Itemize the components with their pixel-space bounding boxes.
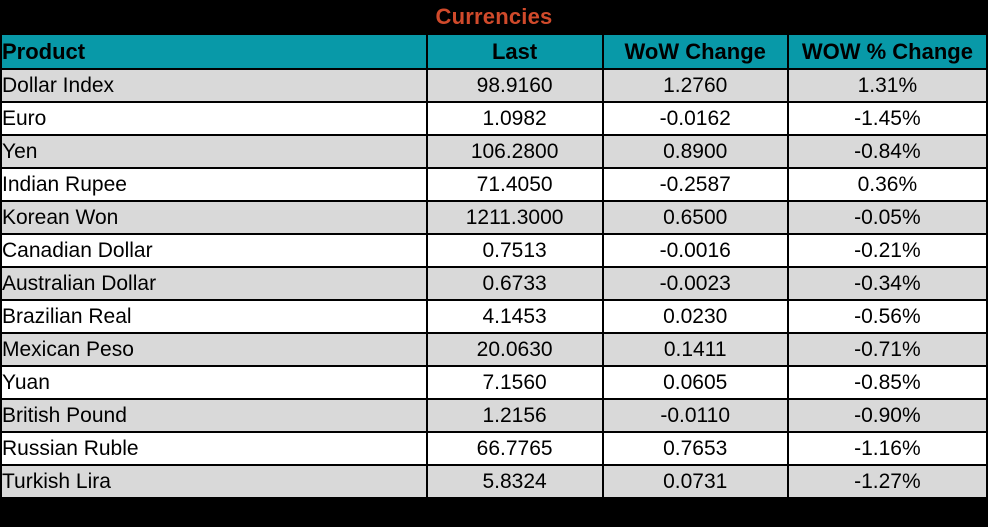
page-title: Currencies xyxy=(435,3,553,29)
cell-last[interactable]: 71.4050 xyxy=(425,167,604,202)
cell-last[interactable]: 0.6733 xyxy=(425,266,604,301)
cell-wow-pct-change[interactable]: -0.71% xyxy=(786,332,988,367)
cell-product[interactable]: Yen xyxy=(0,134,428,169)
cell-last[interactable]: 5.8324 xyxy=(425,464,604,499)
cell-wow-pct-change[interactable]: -1.45% xyxy=(786,101,988,136)
currencies-table: Product Last WoW Change WOW % Change Dol… xyxy=(0,33,988,499)
cell-product[interactable]: Indian Rupee xyxy=(0,167,428,202)
cell-wow-pct-change[interactable]: -1.16% xyxy=(786,431,988,466)
cell-wow-pct-change[interactable]: -0.05% xyxy=(786,200,988,235)
title-bar: Currencies xyxy=(0,0,988,33)
table-row: Russian Ruble 66.7765 0.7653 -1.16% xyxy=(0,431,988,466)
cell-product[interactable]: Brazilian Real xyxy=(0,299,428,334)
cell-product[interactable]: Turkish Lira xyxy=(0,464,428,499)
cell-product[interactable]: Canadian Dollar xyxy=(0,233,428,268)
cell-wow-change[interactable]: -0.0016 xyxy=(601,233,789,268)
column-header-last[interactable]: Last xyxy=(425,33,604,70)
cell-wow-change[interactable]: -0.2587 xyxy=(601,167,789,202)
cell-wow-change[interactable]: 0.0230 xyxy=(601,299,789,334)
table-row: Australian Dollar 0.6733 -0.0023 -0.34% xyxy=(0,266,988,301)
cell-wow-pct-change[interactable]: -0.56% xyxy=(786,299,988,334)
table-row: Yuan 7.1560 0.0605 -0.85% xyxy=(0,365,988,400)
cell-last[interactable]: 20.0630 xyxy=(425,332,604,367)
table-row: Turkish Lira 5.8324 0.0731 -1.27% xyxy=(0,464,988,499)
cell-last[interactable]: 1.0982 xyxy=(425,101,604,136)
cell-last[interactable]: 0.7513 xyxy=(425,233,604,268)
cell-product[interactable]: British Pound xyxy=(0,398,428,433)
cell-wow-change[interactable]: -0.0023 xyxy=(601,266,789,301)
table-row: Indian Rupee 71.4050 -0.2587 0.36% xyxy=(0,167,988,202)
table-row: Canadian Dollar 0.7513 -0.0016 -0.21% xyxy=(0,233,988,268)
cell-product[interactable]: Yuan xyxy=(0,365,428,400)
cell-wow-change[interactable]: 0.8900 xyxy=(601,134,789,169)
table-row: Brazilian Real 4.1453 0.0230 -0.56% xyxy=(0,299,988,334)
cell-wow-pct-change[interactable]: 1.31% xyxy=(786,68,988,103)
cell-wow-change[interactable]: 0.6500 xyxy=(601,200,789,235)
cell-product[interactable]: Euro xyxy=(0,101,428,136)
cell-product[interactable]: Russian Ruble xyxy=(0,431,428,466)
cell-last[interactable]: 106.2800 xyxy=(425,134,604,169)
cell-wow-pct-change[interactable]: -0.85% xyxy=(786,365,988,400)
cell-wow-pct-change[interactable]: -0.21% xyxy=(786,233,988,268)
cell-last[interactable]: 98.9160 xyxy=(425,68,604,103)
cell-last[interactable]: 1.2156 xyxy=(425,398,604,433)
cell-last[interactable]: 7.1560 xyxy=(425,365,604,400)
column-header-wow-pct-change[interactable]: WOW % Change xyxy=(786,33,988,70)
column-header-wow-change[interactable]: WoW Change xyxy=(601,33,789,70)
cell-wow-change[interactable]: 1.2760 xyxy=(601,68,789,103)
table-row: Korean Won 1211.3000 0.6500 -0.05% xyxy=(0,200,988,235)
column-header-product[interactable]: Product xyxy=(0,33,428,70)
table-row: British Pound 1.2156 -0.0110 -0.90% xyxy=(0,398,988,433)
cell-wow-change[interactable]: 0.0731 xyxy=(601,464,789,499)
table-row: Euro 1.0982 -0.0162 -1.45% xyxy=(0,101,988,136)
cell-wow-pct-change[interactable]: -0.90% xyxy=(786,398,988,433)
table-row: Mexican Peso 20.0630 0.1411 -0.71% xyxy=(0,332,988,367)
cell-wow-change[interactable]: 0.7653 xyxy=(601,431,789,466)
cell-product[interactable]: Dollar Index xyxy=(0,68,428,103)
cell-wow-change[interactable]: -0.0162 xyxy=(601,101,789,136)
table-row: Dollar Index 98.9160 1.2760 1.31% xyxy=(0,68,988,103)
cell-last[interactable]: 1211.3000 xyxy=(425,200,604,235)
table-row: Yen 106.2800 0.8900 -0.84% xyxy=(0,134,988,169)
cell-product[interactable]: Korean Won xyxy=(0,200,428,235)
cell-wow-pct-change[interactable]: -1.27% xyxy=(786,464,988,499)
cell-wow-pct-change[interactable]: -0.84% xyxy=(786,134,988,169)
cell-wow-pct-change[interactable]: -0.34% xyxy=(786,266,988,301)
cell-wow-change[interactable]: 0.0605 xyxy=(601,365,789,400)
cell-wow-pct-change[interactable]: 0.36% xyxy=(786,167,988,202)
cell-last[interactable]: 4.1453 xyxy=(425,299,604,334)
cell-product[interactable]: Australian Dollar xyxy=(0,266,428,301)
cell-product[interactable]: Mexican Peso xyxy=(0,332,428,367)
cell-last[interactable]: 66.7765 xyxy=(425,431,604,466)
cell-wow-change[interactable]: -0.0110 xyxy=(601,398,789,433)
cell-wow-change[interactable]: 0.1411 xyxy=(601,332,789,367)
table-header-row: Product Last WoW Change WOW % Change xyxy=(0,33,988,70)
